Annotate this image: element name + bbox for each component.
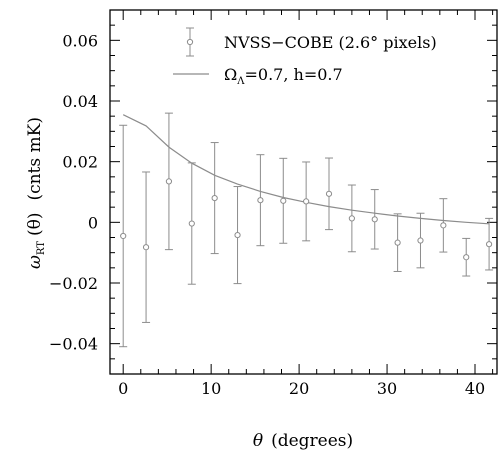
data-point — [463, 254, 470, 261]
data-point — [280, 197, 287, 204]
data-point — [303, 198, 310, 205]
x-tick-label: 30 — [377, 379, 397, 398]
y-axis-label: ωRT(θ)(cnts mK) — [25, 117, 47, 269]
data-point — [325, 190, 333, 197]
legend: NVSS−COBE (2.6° pixels) ΩΛ=0.7, h=0.7 — [173, 27, 437, 87]
x-tick-label: 0 — [118, 379, 128, 398]
legend-label-data: NVSS−COBE (2.6° pixels) — [224, 33, 437, 52]
y-tick-label: 0.06 — [62, 31, 98, 50]
y-tick-label: −0.02 — [49, 274, 98, 293]
data-point — [165, 178, 173, 185]
data-point — [417, 237, 424, 244]
data-point — [234, 231, 241, 239]
data-point — [485, 241, 493, 248]
data-point — [211, 194, 218, 202]
x-tick-label: 10 — [201, 379, 221, 398]
x-axis-label: θ (degrees) — [253, 431, 353, 451]
data-point — [371, 216, 378, 223]
y-tick-label: −0.04 — [49, 335, 98, 354]
legend-label-model: ΩΛ=0.7, h=0.7 — [224, 65, 343, 87]
data-marks — [119, 112, 494, 348]
data-point — [188, 220, 195, 227]
data-point — [348, 215, 355, 222]
data-point — [257, 197, 264, 204]
y-tick-label: 0 — [88, 213, 98, 232]
x-tick-label: 20 — [289, 379, 309, 398]
data-point — [440, 222, 447, 229]
data-point — [120, 232, 127, 240]
x-tick-label: 40 — [465, 379, 485, 398]
legend-entry-data: NVSS−COBE (2.6° pixels) — [186, 27, 437, 57]
y-tick-label: 0.02 — [62, 153, 98, 172]
y-tick-label: 0.04 — [62, 92, 98, 111]
legend-point-symbol — [186, 38, 194, 46]
axes: 0 10 20 30 40 −0.04 −0.02 0 0.02 0.04 0.06 — [49, 9, 497, 398]
data-point — [142, 244, 150, 251]
legend-entry-model: ΩΛ=0.7, h=0.7 — [173, 65, 343, 87]
data-point — [394, 239, 401, 246]
